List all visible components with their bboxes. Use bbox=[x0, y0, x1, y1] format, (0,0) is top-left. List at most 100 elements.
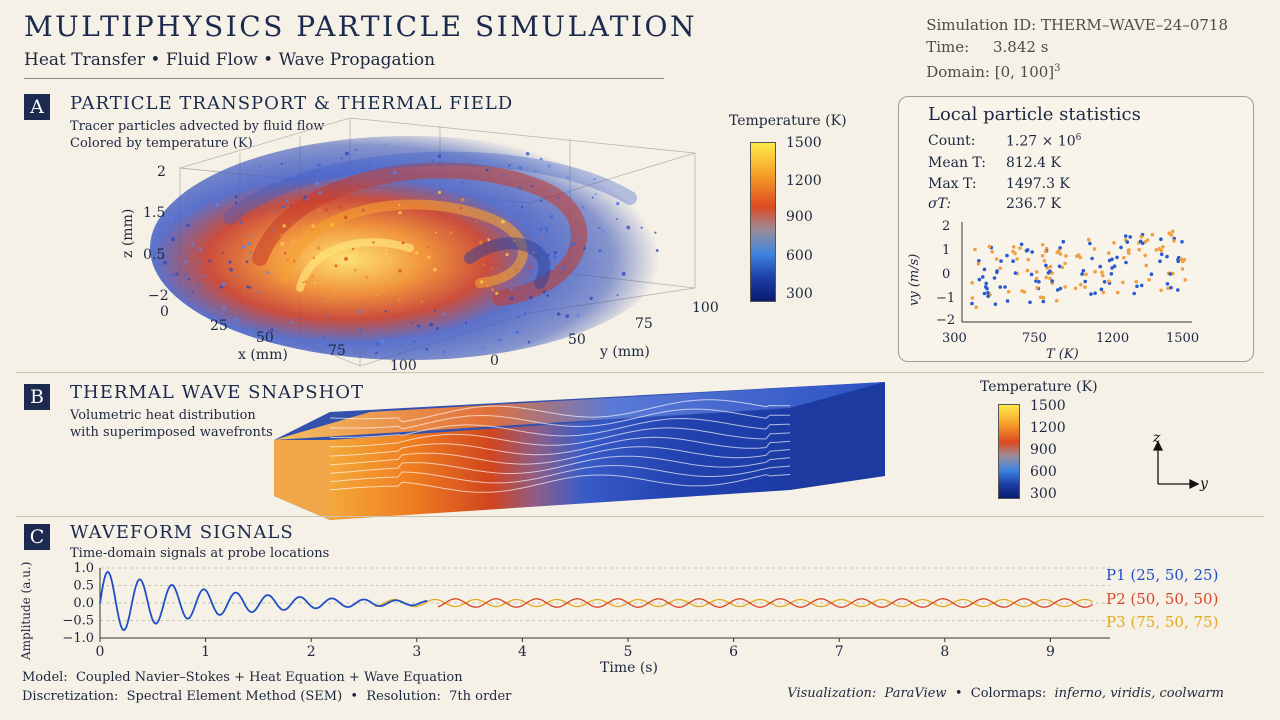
waveform-x-tick: 2 bbox=[307, 644, 316, 660]
particle-dot bbox=[334, 264, 338, 268]
stats-dot bbox=[1139, 283, 1144, 288]
footer-model-label: Model: bbox=[22, 670, 68, 685]
particle-dot bbox=[598, 248, 602, 253]
waveform-y-tick: 1.0 bbox=[73, 561, 94, 576]
particle-dot bbox=[565, 314, 570, 318]
particle-dot bbox=[221, 282, 226, 287]
particle-dot bbox=[515, 269, 518, 271]
particle-dot bbox=[432, 265, 435, 268]
stats-dot bbox=[1137, 247, 1141, 252]
particle-dot bbox=[239, 220, 243, 224]
stat-count-exponent: 6 bbox=[1075, 133, 1082, 143]
stats-dot bbox=[986, 294, 990, 298]
particle-dot bbox=[459, 206, 463, 210]
particle-dot bbox=[577, 238, 580, 241]
stats-dot bbox=[1015, 257, 1019, 261]
particle-dot bbox=[640, 226, 643, 229]
stats-dot bbox=[1041, 296, 1046, 300]
t-axis-label: T (K) bbox=[1046, 347, 1079, 360]
page-subtitle: Heat Transfer • Fluid Flow • Wave Propag… bbox=[24, 50, 436, 70]
stat-sigma-label: σT: bbox=[928, 196, 952, 212]
particle-dot bbox=[507, 163, 511, 167]
particle-dot bbox=[375, 342, 380, 346]
particle-dot bbox=[582, 227, 585, 230]
stats-dot bbox=[1093, 291, 1097, 295]
stat-count-value: 1.27 × 106 bbox=[1006, 133, 1081, 150]
particle-stats-panel bbox=[898, 96, 1254, 362]
stats-dot bbox=[1011, 259, 1015, 263]
panel-c-badge: C bbox=[24, 524, 50, 550]
particle-dot bbox=[598, 226, 601, 230]
stats-dot bbox=[984, 281, 988, 286]
stats-dot bbox=[1006, 289, 1011, 294]
particle-dot bbox=[416, 324, 420, 328]
particle-dot bbox=[318, 191, 322, 195]
particle-dot bbox=[518, 186, 522, 190]
particle-dot bbox=[273, 210, 276, 213]
particle-dot bbox=[531, 184, 534, 188]
particle-dot bbox=[580, 205, 585, 209]
stats-dot bbox=[1081, 268, 1086, 273]
waveform-x-tick: 1 bbox=[201, 644, 210, 660]
stats-dot bbox=[1080, 272, 1084, 276]
particle-dot bbox=[345, 151, 349, 156]
stats-dot bbox=[999, 259, 1003, 263]
particle-dot bbox=[397, 298, 401, 302]
particle-dot bbox=[303, 195, 307, 200]
particle-dot bbox=[571, 242, 576, 247]
stats-dot bbox=[1135, 284, 1139, 289]
stats-dot bbox=[1176, 288, 1180, 292]
stats-dot bbox=[974, 305, 978, 310]
particle-dot bbox=[655, 249, 659, 252]
particle-dot bbox=[241, 245, 246, 249]
particle-dot bbox=[358, 309, 363, 314]
panel-b-colorbar-title: Temperature (K) bbox=[980, 379, 1098, 395]
waveform-x-tick: 3 bbox=[412, 644, 421, 660]
time-label: Time: bbox=[926, 38, 970, 56]
particle-dot bbox=[215, 203, 220, 208]
particle-dot bbox=[498, 338, 502, 342]
panel-a-desc-line-1: Tracer particles advected by fluid flow bbox=[70, 119, 325, 134]
particle-dot bbox=[355, 210, 359, 214]
stats-dot bbox=[998, 266, 1002, 270]
particle-dot bbox=[383, 352, 386, 354]
particle-dot bbox=[234, 195, 238, 199]
particle-dot bbox=[546, 253, 550, 257]
stats-dot bbox=[1041, 299, 1046, 304]
panel-a-cb-tick-300: 300 bbox=[786, 286, 813, 302]
particle-dot bbox=[626, 225, 631, 230]
particle-dot bbox=[480, 280, 484, 284]
particle-dot bbox=[499, 265, 502, 268]
particle-dot bbox=[415, 251, 419, 255]
stats-dot bbox=[1003, 285, 1007, 289]
stats-dot bbox=[1078, 255, 1083, 260]
particle-dot bbox=[196, 283, 200, 287]
particle-dot bbox=[566, 176, 570, 179]
particle-dot bbox=[377, 328, 380, 331]
particle-dot bbox=[561, 266, 565, 271]
particle-dot bbox=[350, 259, 353, 261]
stats-dot bbox=[1060, 265, 1065, 270]
stats-dot bbox=[1121, 280, 1125, 285]
panel-a-colorbar-title: Temperature (K) bbox=[729, 113, 847, 129]
particle-dot bbox=[517, 316, 520, 319]
wavefront-line bbox=[329, 455, 791, 474]
particle-dot bbox=[411, 322, 414, 324]
particle-dot bbox=[375, 351, 378, 355]
particle-dot bbox=[400, 234, 403, 237]
particle-dot bbox=[198, 247, 203, 251]
stats-dot bbox=[1176, 259, 1181, 263]
stats-scatter-dots bbox=[970, 229, 1187, 310]
stats-dot bbox=[1099, 287, 1104, 292]
particle-dot bbox=[313, 281, 316, 285]
stats-dot bbox=[1084, 272, 1088, 277]
particle-dot bbox=[169, 216, 173, 220]
particle-dot bbox=[292, 240, 294, 243]
stats-dot bbox=[1132, 291, 1136, 296]
particle-dot bbox=[448, 158, 451, 161]
particle-dot bbox=[550, 315, 554, 319]
particle-dot bbox=[170, 273, 175, 278]
x-tick-100: 100 bbox=[390, 358, 417, 374]
stats-scatter-plot: 2 1 0 −1 −2 vy (m/s) 300 750 1200 1500 T… bbox=[907, 219, 1199, 360]
particle-dot bbox=[277, 180, 280, 183]
